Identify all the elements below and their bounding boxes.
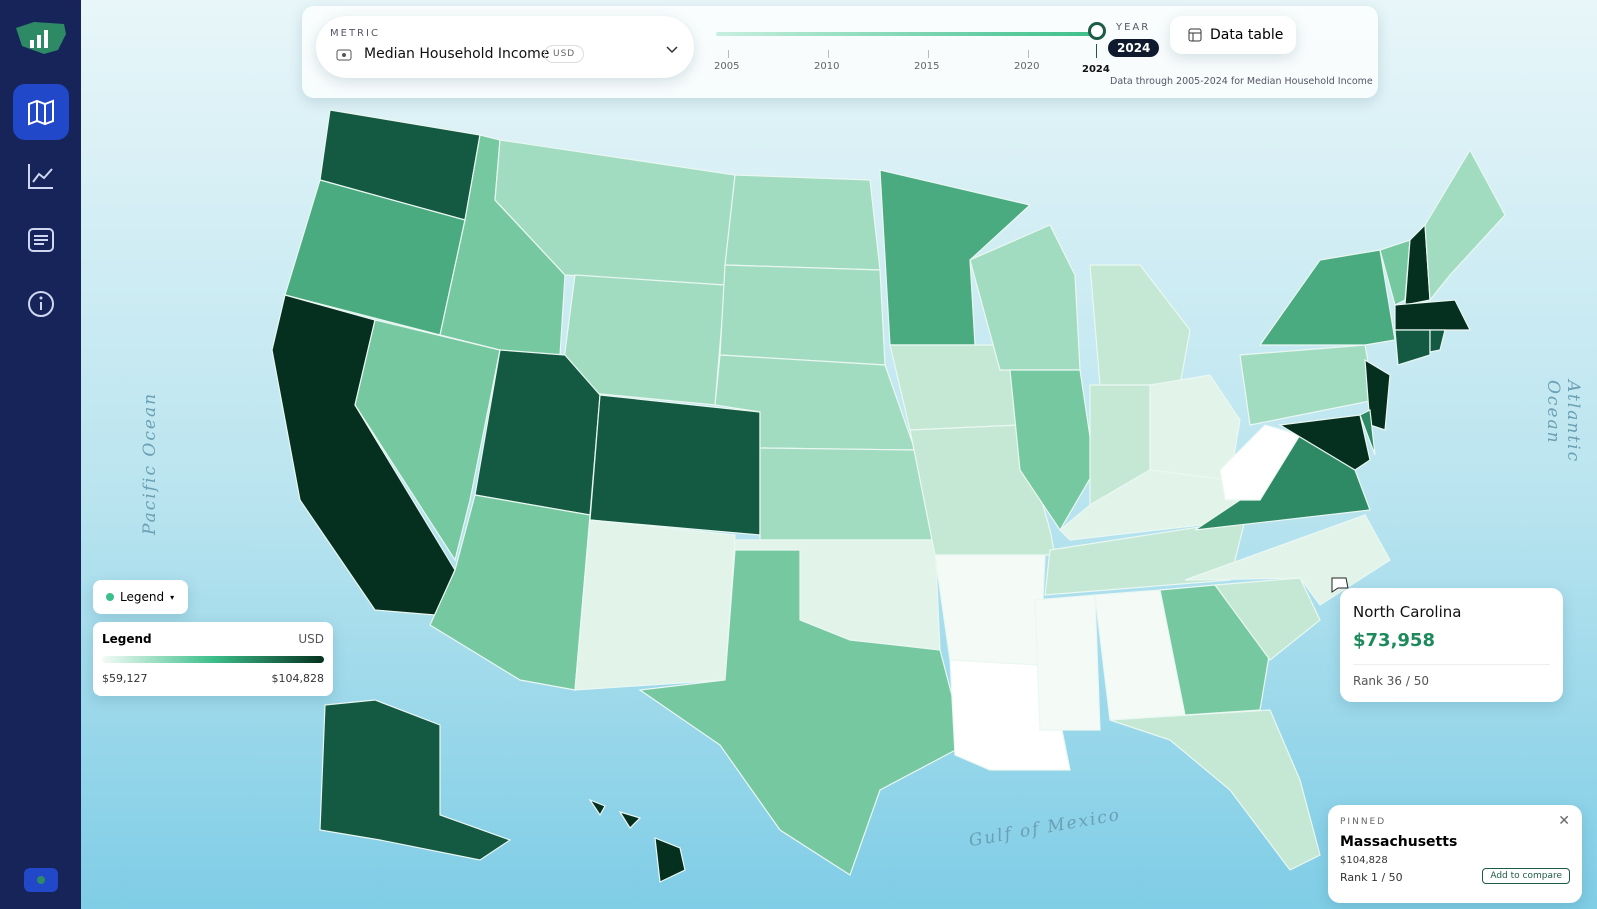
tooltip-state: North Carolina — [1353, 603, 1462, 621]
logo — [16, 22, 66, 54]
pinned-state: Massachusetts — [1340, 834, 1458, 850]
year-tick-label: 2010 — [814, 61, 840, 72]
year-tick-label: 2015 — [914, 61, 940, 72]
year-slider-track[interactable] — [716, 32, 1096, 36]
top-bar: METRIC Median Household Income USD 2005 2… — [302, 6, 1378, 98]
legend-max: $104,828 — [271, 672, 325, 685]
pinned-card: PINNED ✕ Massachusetts $104,828 Rank 1 /… — [1328, 805, 1582, 903]
year-tick — [828, 50, 829, 58]
year-note: Data through 2005-2024 for Median Househ… — [1110, 76, 1373, 87]
states — [271, 109, 1506, 883]
button-text: Data table — [1210, 27, 1284, 43]
year-tick — [728, 50, 729, 58]
year-tick-label: 2024 — [1082, 64, 1110, 75]
legend-toggle[interactable]: Legend ▾ — [93, 580, 188, 614]
close-button[interactable]: ✕ — [1558, 813, 1570, 829]
year-tick-label: 2020 — [1014, 61, 1040, 72]
pinned-label: PINNED — [1340, 817, 1387, 827]
map-nav[interactable] — [13, 84, 69, 140]
add-compare-button[interactable]: Add to compare — [1482, 868, 1570, 884]
year-value: 2024 — [1108, 39, 1160, 57]
sidebar — [0, 0, 81, 909]
chevron — [666, 46, 678, 54]
legend-gradient — [102, 656, 324, 663]
cursor — [1331, 577, 1349, 593]
year-tick — [1028, 50, 1029, 58]
year-tick — [928, 50, 929, 58]
tooltip: North Carolina $73,958 Rank 36 / 50 — [1340, 588, 1563, 702]
year-tick — [1096, 44, 1097, 58]
metric-unit: USD — [544, 45, 585, 63]
legend: Legend USD $59,127 $104,828 — [93, 622, 333, 696]
divider — [1353, 664, 1550, 665]
list-nav[interactable] — [13, 212, 69, 268]
year-slider-thumb[interactable] — [1088, 22, 1106, 40]
pinned-rank: Rank 1 / 50 — [1340, 871, 1403, 884]
money-icon — [336, 49, 352, 61]
legend-min: $59,127 — [102, 672, 148, 685]
data-table-button[interactable]: Data table — [1170, 16, 1296, 54]
info-nav[interactable] — [13, 276, 69, 332]
legend-toggle-text: Legend — [120, 590, 165, 604]
pinned-value: $104,828 — [1340, 855, 1388, 866]
metric-select[interactable]: METRIC Median Household Income USD — [316, 16, 694, 78]
chart-nav[interactable] — [13, 148, 69, 204]
metric-value: Median Household Income — [364, 46, 550, 62]
tooltip-rank: Rank 36 / 50 — [1353, 674, 1430, 688]
tooltip-value: $73,958 — [1353, 630, 1435, 651]
status-button[interactable] — [24, 868, 58, 892]
year-label: YEAR — [1116, 22, 1151, 33]
legend-title: Legend — [102, 632, 152, 646]
ocean-label: Pacific Ocean — [140, 391, 160, 535]
year-tick-label: 2005 — [714, 61, 740, 72]
metric-label: METRIC — [330, 28, 380, 39]
ocean-label: Atlantic Ocean — [1543, 380, 1583, 464]
legend-unit: USD — [298, 632, 324, 646]
